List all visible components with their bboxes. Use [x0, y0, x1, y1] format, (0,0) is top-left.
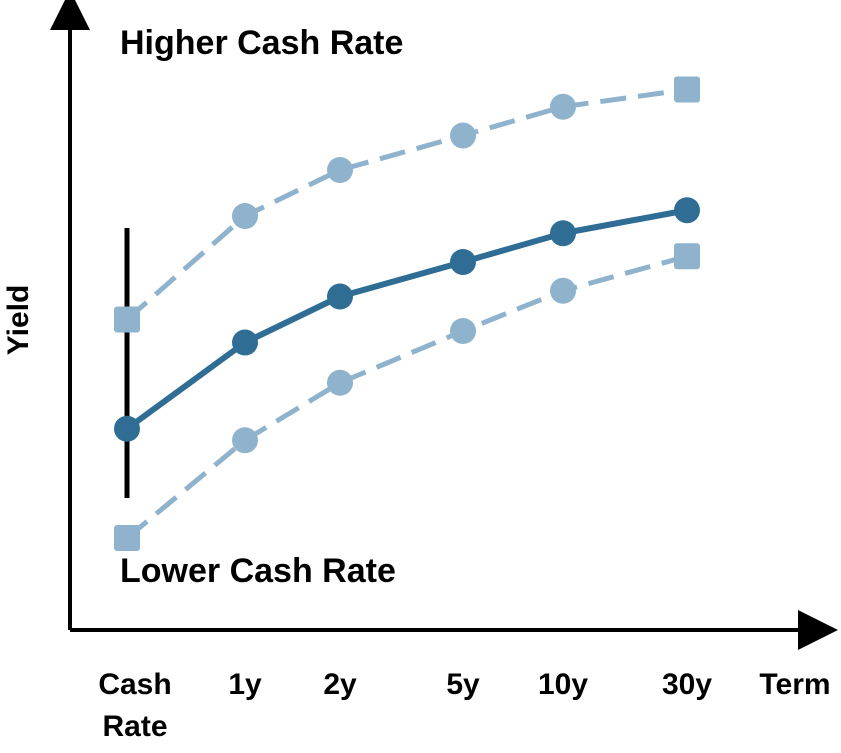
series-2-point: [674, 243, 700, 270]
x-tick-label: 2y: [323, 668, 357, 701]
x-tick-label: 5y: [446, 668, 480, 701]
series-2-point: [550, 277, 576, 304]
series-1-point: [674, 197, 700, 224]
series-0-point: [450, 122, 476, 149]
series-2-point: [450, 318, 476, 344]
x-tick-label: 30y: [662, 668, 712, 701]
series-1-point: [327, 283, 353, 310]
annotation-higher-cash-rate: Higher Cash Rate: [120, 24, 403, 62]
series-0-point: [674, 76, 700, 103]
series-2-point: [327, 369, 353, 396]
series-0-point: [232, 203, 258, 229]
series-0-point: [114, 306, 140, 333]
series-1-point: [114, 415, 140, 442]
x-tick-label: 10y: [538, 668, 588, 701]
y-axis-label: Yield: [2, 285, 35, 356]
series-1-point: [232, 329, 258, 356]
series-1-line: [125, 207, 688, 432]
annotation-lower-cash-rate: Lower Cash Rate: [120, 552, 396, 590]
x-axis-label: Term: [759, 668, 830, 701]
series-1-point: [450, 249, 476, 275]
series-1-point: [550, 220, 576, 247]
series-2-point: [232, 427, 258, 454]
x-tick-label: 1y: [228, 668, 262, 701]
series-2-line: [125, 253, 688, 540]
series-2-point: [114, 525, 140, 551]
series-layer: [114, 76, 700, 551]
x-tick-labels: Cash Rate 1y 2y 5y 10y 30y: [98, 668, 712, 743]
series-0-point: [327, 157, 353, 183]
x-tick-label: Cash Rate: [98, 668, 171, 743]
series-0-line: [125, 87, 688, 322]
series-0-point: [550, 93, 576, 120]
